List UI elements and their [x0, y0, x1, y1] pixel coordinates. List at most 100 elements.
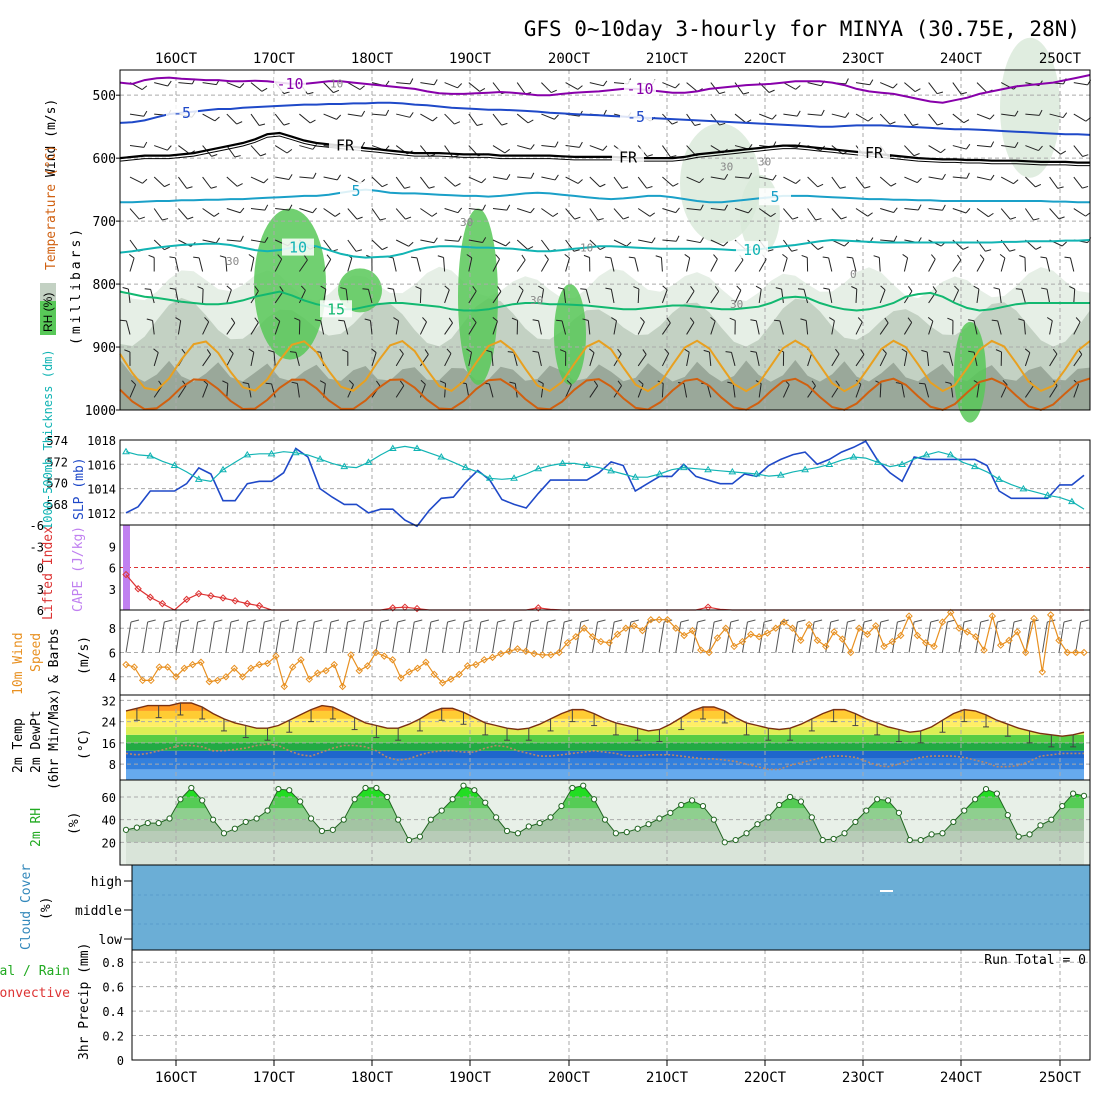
wind-barb	[459, 622, 464, 653]
wind-tick-8: 8	[109, 622, 116, 636]
ua-barb-flag	[992, 320, 998, 321]
wind-barb-flag	[981, 620, 989, 622]
precip-label-b: Convective	[0, 986, 70, 1001]
rh-point	[232, 826, 237, 831]
rh-band-0	[120, 842, 1090, 865]
contour-label-0: 10	[330, 78, 343, 91]
contour-label-1: 30	[460, 216, 473, 229]
rh-point	[1027, 832, 1032, 837]
slp-tick-1012: 1012	[87, 507, 116, 521]
rh-point	[929, 832, 934, 837]
wind-barb-flag	[248, 620, 256, 622]
rh-tick-40: 40	[102, 814, 116, 828]
ua-p-label: (millibars)	[69, 226, 84, 345]
rh-point	[472, 788, 477, 793]
contour-label-8: 0	[850, 268, 857, 281]
ua-barb-flag	[774, 320, 780, 321]
rh-point	[798, 799, 803, 804]
rh-point	[733, 837, 738, 842]
temp-band-9	[120, 695, 1090, 703]
rh-point	[951, 819, 956, 824]
rh-point	[515, 831, 520, 836]
wind-barb	[1042, 622, 1047, 653]
temp-tick-8: 8	[109, 758, 116, 772]
wind-barb	[443, 622, 448, 653]
rh-point	[1038, 823, 1043, 828]
wind-barb-flag	[747, 620, 755, 622]
wind-barb	[942, 622, 947, 653]
top-date-7: 23OCT	[842, 51, 885, 67]
wind-barb	[326, 622, 331, 653]
rh-tick-20: 20	[102, 836, 116, 850]
rh-point	[581, 783, 586, 788]
cape-tick-9: 9	[109, 540, 116, 554]
bottom-date-6: 22OCT	[744, 1070, 787, 1086]
bottom-date-0: 16OCT	[155, 1070, 198, 1086]
wind-barb-flag	[198, 620, 206, 622]
wind-barb-flag	[631, 620, 639, 622]
rh-unit: (%)	[67, 812, 82, 835]
wind-barb	[509, 622, 514, 653]
rh-point	[276, 786, 281, 791]
cloud-level-low: low	[99, 933, 123, 948]
rh-point	[689, 798, 694, 803]
precip-label-a: Total / Rain	[0, 964, 70, 979]
wind-barb-flag	[548, 620, 556, 622]
temp-band-4	[120, 735, 1090, 743]
rh-point	[385, 794, 390, 799]
rh-point	[853, 819, 858, 824]
iso-label-10: 10	[743, 241, 761, 259]
wind-barb-flag	[714, 620, 722, 622]
rh-point	[994, 791, 999, 796]
wind-barb-flag	[914, 620, 922, 622]
wind-barb-flag	[564, 620, 572, 622]
wind-barb	[176, 622, 181, 653]
thickness-point	[123, 449, 129, 454]
ua-ytick-600: 600	[93, 152, 116, 167]
wind-barb	[309, 622, 314, 653]
ua-barb-flag	[798, 289, 804, 290]
wind-barb-flag	[364, 620, 372, 622]
wind-barb-flag	[531, 620, 539, 622]
cloud-unit: (%)	[39, 897, 54, 920]
wind-barb-flag	[1014, 620, 1022, 622]
rh-point	[722, 840, 727, 845]
top-date-0: 16OCT	[155, 51, 198, 67]
rh-point	[602, 817, 607, 822]
rh-point	[548, 815, 553, 820]
contour-label-6: 30	[720, 161, 733, 174]
ua-barb-flag	[266, 383, 272, 384]
wind-barb-flag	[964, 620, 972, 622]
top-date-5: 21OCT	[646, 51, 689, 67]
iso-label--5: -5	[173, 104, 191, 122]
wind-barb	[293, 622, 298, 653]
wind-barb	[343, 622, 348, 653]
temp-tick-32: 32	[102, 694, 116, 708]
temp-unit: (°C)	[77, 729, 92, 760]
rh-point	[896, 810, 901, 815]
wind-barb-flag	[864, 620, 872, 622]
slp-tick-1014: 1014	[87, 483, 116, 497]
ua-barb-flag	[338, 320, 344, 321]
iso-label--10: -10	[276, 75, 303, 93]
cloud-fill	[132, 865, 1090, 950]
top-date-3: 19OCT	[449, 51, 492, 67]
wind-barb-flag	[431, 620, 439, 622]
iso-label-5: 5	[351, 182, 360, 200]
rh-point	[1060, 803, 1065, 808]
wind-barb-flag	[181, 620, 189, 622]
wind-barb	[409, 622, 414, 653]
slp-tick-1016: 1016	[87, 458, 116, 472]
rh-point	[167, 816, 172, 821]
rh-point	[777, 802, 782, 807]
ua-barb-flag	[726, 352, 732, 353]
rh-point	[1049, 817, 1054, 822]
rh-point	[570, 785, 575, 790]
wind-barb-flag	[281, 620, 289, 622]
top-date-8: 24OCT	[940, 51, 983, 67]
wind-barb	[1076, 622, 1081, 653]
rh-point	[820, 837, 825, 842]
slp-tick-1018: 1018	[87, 434, 116, 448]
